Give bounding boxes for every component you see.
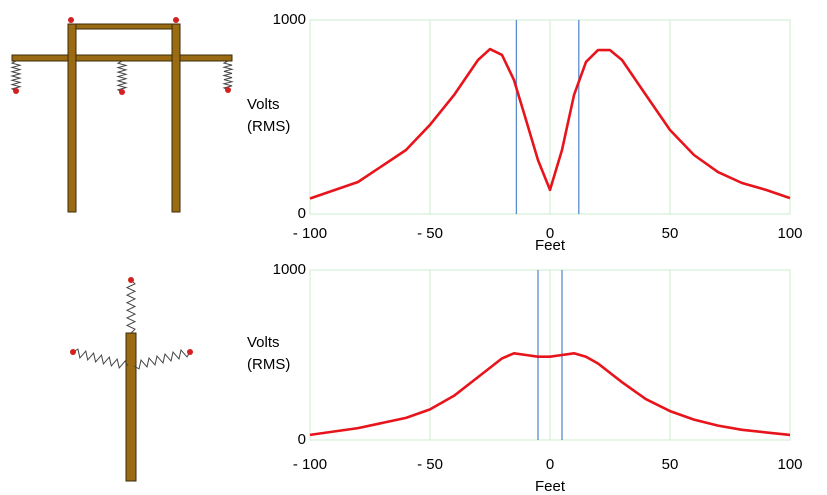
conductor — [70, 349, 76, 355]
x-tick-label: - 100 — [293, 225, 327, 242]
insulator — [222, 60, 234, 91]
x-tick-label: 0 — [546, 225, 554, 242]
conductor — [225, 87, 231, 93]
conductor — [119, 89, 125, 95]
x-tick-label: 50 — [662, 225, 679, 242]
voltage-curve — [309, 47, 791, 200]
y-tick-label: 0 — [298, 205, 306, 222]
x-tick-label: - 50 — [417, 225, 443, 242]
insulators — [10, 60, 234, 370]
x-tick-label: 100 — [777, 225, 802, 242]
insulator — [125, 279, 137, 334]
y-tick-label: 0 — [298, 431, 306, 448]
y-axis-label: (RMS) — [247, 356, 290, 373]
insulator — [72, 348, 129, 369]
x-tick-label: 100 — [777, 456, 802, 473]
voltage-curve — [309, 352, 791, 437]
conductor — [13, 88, 19, 94]
x-tick-label: 50 — [662, 456, 679, 473]
x-tick-label: - 50 — [417, 456, 443, 473]
insulator — [10, 60, 22, 92]
x-axis-label: Feet — [535, 478, 566, 495]
y-axis-label: (RMS) — [247, 118, 290, 135]
x-axis-label: Feet — [535, 237, 566, 254]
y-tick-label: 1000 — [273, 11, 306, 28]
conductor — [187, 349, 193, 355]
insulator — [116, 60, 128, 93]
x-tick-label: 0 — [546, 456, 554, 473]
pole-diagram-h-frame — [11, 17, 233, 213]
y-axis-label: Volts — [247, 96, 280, 113]
conductor — [128, 277, 134, 283]
insulator — [133, 349, 191, 370]
x-tick-label: - 100 — [293, 456, 327, 473]
y-axis-label: Volts — [247, 334, 280, 351]
pole-diagram-single — [125, 332, 137, 482]
y-tick-label: 1000 — [273, 261, 306, 278]
